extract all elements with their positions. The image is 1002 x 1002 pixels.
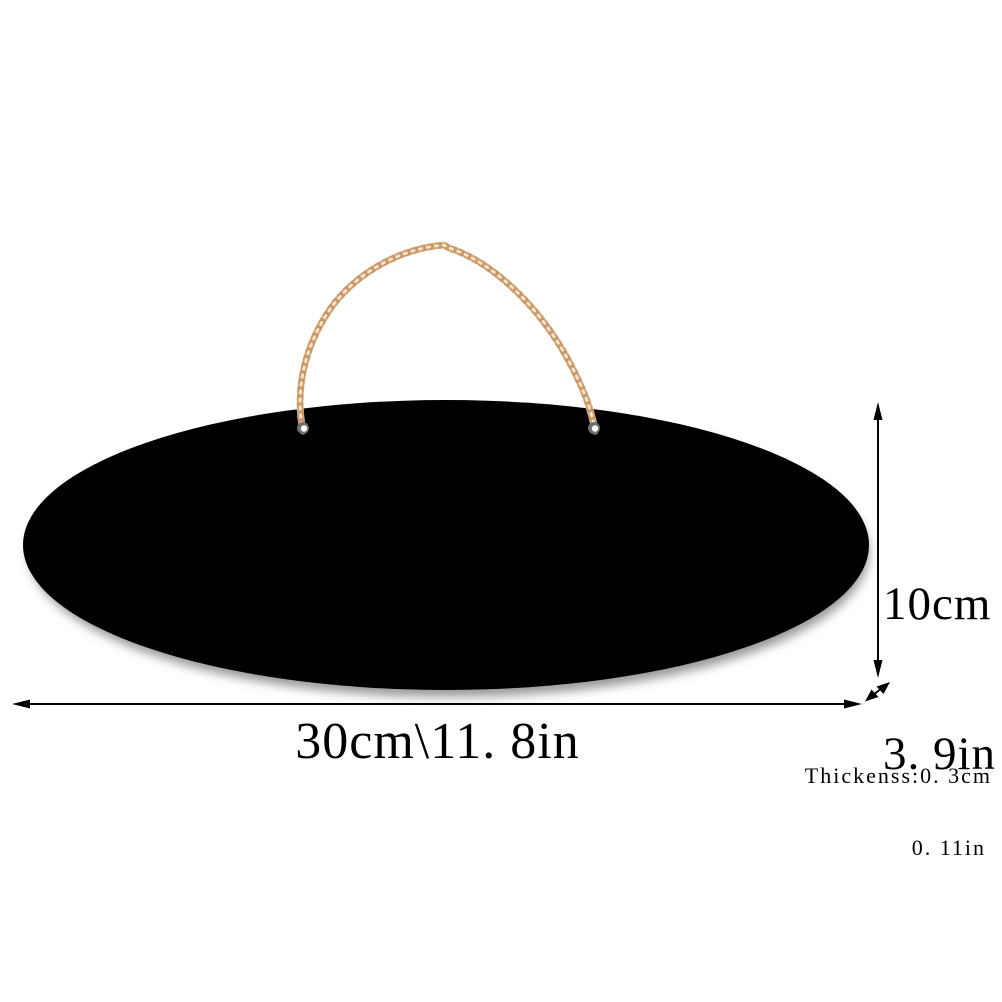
- left-eyelet: [297, 422, 309, 434]
- oval-chalkboard: [23, 400, 869, 690]
- width-measurement-label: 30cm\11. 8in: [295, 713, 580, 770]
- thickness-measurement-label: Thickenss:0. 3cm 0. 11in: [805, 716, 992, 908]
- arrowhead-left-icon: [12, 699, 30, 709]
- arrowhead-down-icon: [873, 660, 883, 678]
- height-dimension-arrow: [873, 402, 883, 678]
- height-in-text: 3. 9in: [883, 728, 997, 780]
- arrowhead-right-icon: [844, 699, 862, 709]
- arrowhead-up-icon: [873, 402, 883, 420]
- thickness-cm-text: Thickenss:0. 3cm: [804, 763, 992, 788]
- arrowhead-downleft-icon: [865, 689, 879, 702]
- width-dimension-arrow: [12, 699, 862, 709]
- thickness-dimension-arrow: [865, 682, 890, 702]
- rope-highlight: [298, 243, 597, 433]
- right-eyelet: [588, 422, 600, 434]
- arrowhead-upright-icon: [876, 682, 890, 694]
- height-cm-text: 10cm: [883, 578, 992, 630]
- height-measurement-label: 10cm 3. 9in: [883, 479, 996, 879]
- thickness-in-text: 0. 11in: [911, 835, 986, 860]
- hanging-rope: [296, 241, 599, 435]
